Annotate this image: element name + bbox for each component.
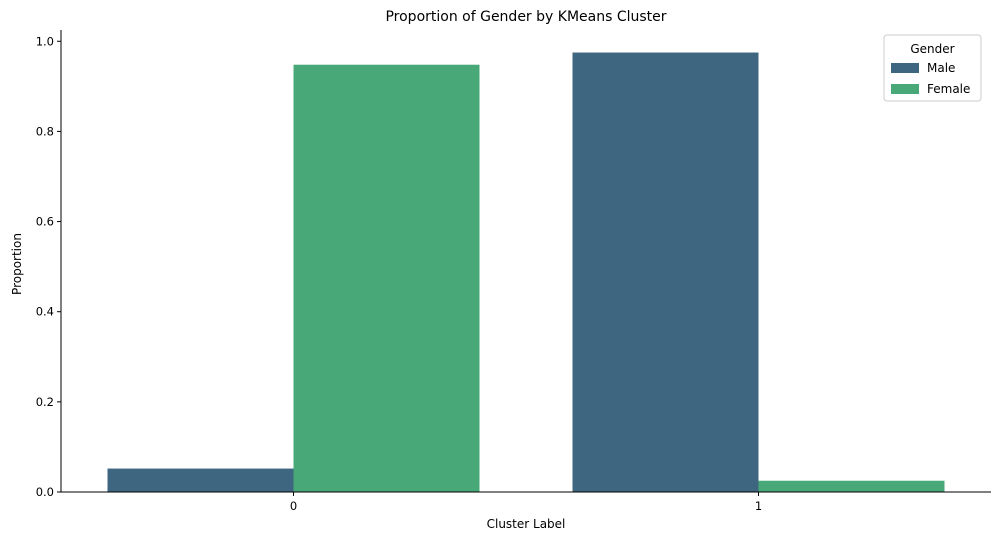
bar-male-cluster-0 [107,468,294,492]
x-tick-label: 1 [755,499,762,513]
y-tick-label: 1.0 [36,34,54,48]
x-axis-label: Cluster Label [487,517,566,531]
y-tick-label: 0.2 [36,395,54,409]
y-tick-label: 0.6 [36,215,54,229]
x-tick-label: 0 [290,499,297,513]
legend-label-male: Male [927,61,955,75]
bar-male-cluster-1 [572,52,759,492]
y-tick-label: 0.4 [36,305,54,319]
y-tick-label: 0.0 [36,485,54,499]
legend-swatch-male [891,63,919,73]
y-axis: 0.0 0.2 0.4 0.6 0.8 1.0 [36,30,62,499]
legend-swatch-female [891,84,919,94]
y-tick-label: 0.8 [36,124,54,138]
plot-area [107,52,945,493]
chart-title: Proportion of Gender by KMeans Cluster [385,9,666,25]
legend-label-female: Female [927,82,970,96]
bar-female-cluster-1 [758,480,945,492]
legend-title: Gender [910,42,954,56]
bar-female-cluster-0 [293,64,480,493]
legend: Gender Male Female [883,34,982,102]
y-axis-label: Proportion [10,233,24,295]
